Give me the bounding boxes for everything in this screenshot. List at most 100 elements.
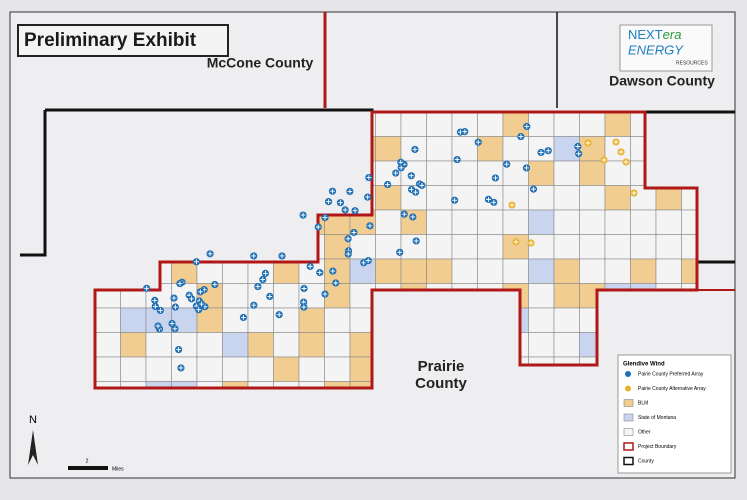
- turbine-cross: [157, 308, 163, 313]
- turbine-cross: [352, 208, 358, 214]
- parcel: [451, 258, 478, 284]
- turbine-cross: [260, 277, 266, 282]
- turbine-cross: [315, 224, 321, 230]
- turbine: [364, 193, 372, 201]
- turbine: [522, 164, 531, 172]
- turbine-cross: [176, 347, 182, 352]
- turbine-cross: [152, 304, 158, 309]
- parcel: [553, 258, 580, 284]
- turbine-cross: [397, 249, 403, 255]
- parcel: [120, 356, 147, 382]
- turbine: [630, 189, 638, 197]
- scale-unit: Miles: [112, 466, 124, 472]
- legend-symbol: [623, 399, 634, 407]
- turbine: [346, 187, 354, 196]
- turbine-cross: [618, 149, 624, 155]
- legend-label: State of Montana: [638, 415, 676, 421]
- turbine-cross: [504, 161, 510, 167]
- parcel: [477, 136, 504, 162]
- project-boundary: [93, 110, 699, 390]
- turbine: [306, 262, 314, 270]
- parcel: [553, 332, 580, 358]
- turbine: [474, 138, 482, 146]
- turbine: [250, 252, 258, 260]
- parcel: [579, 112, 606, 137]
- legend: Glendive Wind Pairie County Preferred Ar…: [617, 354, 732, 474]
- turbine-cross: [173, 304, 178, 310]
- parcel: [196, 381, 223, 388]
- turbine-cross: [189, 296, 194, 302]
- turbine: [397, 158, 405, 166]
- turbine-cross: [144, 285, 150, 291]
- turbine-cross: [330, 268, 336, 274]
- turbine: [177, 364, 185, 372]
- county-line: [20, 110, 47, 257]
- parcel: [95, 307, 121, 333]
- turbine: [254, 282, 262, 291]
- scale-bar: [68, 466, 108, 470]
- turbine-cross: [545, 148, 551, 154]
- turbine-cross: [413, 189, 419, 195]
- turbine: [300, 303, 308, 311]
- parcel: [604, 234, 631, 260]
- turbine-cross: [462, 129, 468, 135]
- turbine-cross: [199, 301, 204, 307]
- turbine-cross: [172, 326, 178, 332]
- turbine: [175, 345, 183, 354]
- turbine: [171, 325, 179, 333]
- turbine-cross: [367, 223, 373, 229]
- turbine-cross: [531, 186, 536, 192]
- parcel: [273, 356, 300, 382]
- turbine: [206, 250, 214, 258]
- turbine-cross: [155, 323, 161, 329]
- turbine: [418, 181, 426, 189]
- turbine-cross: [301, 286, 307, 291]
- turbine-cross: [393, 170, 399, 176]
- turbine: [143, 284, 151, 292]
- turbine: [187, 295, 196, 303]
- parcel: [171, 307, 198, 333]
- parcel: [477, 234, 504, 260]
- turbine: [537, 148, 545, 157]
- parcel: [298, 307, 325, 333]
- parcel: [630, 258, 657, 284]
- parcel: [120, 381, 147, 388]
- parcel: [375, 136, 402, 162]
- parcel: [95, 381, 121, 388]
- legend-symbol: [623, 413, 634, 422]
- turbine-cross: [196, 307, 202, 313]
- parcel: [502, 185, 529, 211]
- turbine-cross: [347, 189, 353, 194]
- turbine-cross: [475, 139, 481, 145]
- parcel: [553, 283, 580, 309]
- turbine-cross: [398, 159, 404, 165]
- turbine: [171, 303, 180, 311]
- legend-label: County: [638, 458, 654, 464]
- parcel: [451, 209, 478, 235]
- legend-label: Other: [638, 429, 651, 435]
- legend-label: Project Boundary: [638, 444, 677, 450]
- logo-energy: ENERGY: [628, 42, 684, 57]
- turbine: [344, 235, 352, 243]
- turbine: [299, 211, 307, 219]
- turbine: [324, 198, 333, 206]
- turbine: [490, 198, 498, 206]
- turbine-cross: [345, 251, 351, 257]
- turbine-cross: [342, 207, 348, 213]
- parcel: [528, 332, 555, 358]
- turbine-cross: [575, 144, 581, 149]
- legend-title: Glendive Wind: [623, 362, 665, 368]
- turbine-cross: [491, 199, 497, 205]
- parcel: [324, 283, 351, 309]
- turbine: [261, 269, 270, 277]
- parcel: [604, 112, 631, 137]
- county-label: Dawson County: [609, 73, 715, 89]
- turbine: [612, 138, 620, 146]
- turbine: [332, 279, 340, 287]
- parcel: [247, 356, 274, 382]
- parcel: [477, 160, 504, 186]
- turbine: [316, 269, 324, 277]
- turbine: [600, 156, 608, 164]
- turbines: [143, 122, 638, 372]
- parcel: [502, 209, 529, 235]
